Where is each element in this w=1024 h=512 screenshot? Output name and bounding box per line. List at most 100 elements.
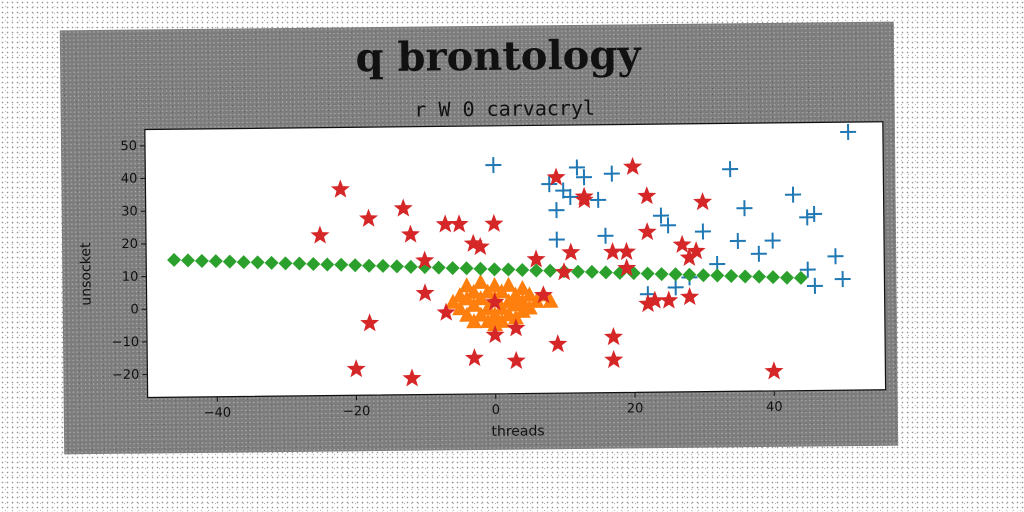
plus-point [667, 279, 684, 296]
star-point [464, 348, 484, 367]
triangle-point [507, 296, 524, 312]
star-point [415, 283, 435, 302]
diamond-point [389, 259, 404, 274]
star-point [680, 287, 700, 306]
star-point [506, 318, 526, 337]
triangle-point [459, 306, 476, 322]
diamond-point [403, 259, 418, 274]
diamond-point [445, 261, 460, 276]
triangle-point [458, 290, 475, 306]
star-point [393, 198, 413, 217]
diamond-point [696, 268, 711, 283]
y-tick-label: −10 [112, 335, 140, 350]
y-tick-label: 40 [121, 172, 138, 187]
plus-point [660, 217, 677, 234]
triangle-point [487, 316, 504, 332]
plus-point [568, 159, 585, 176]
diamond-point [376, 258, 391, 273]
diamond-point [194, 253, 209, 268]
triangle-point [493, 283, 510, 299]
star-point [533, 285, 553, 304]
triangle-point [466, 313, 483, 329]
plus-point [541, 176, 558, 193]
star-point [617, 241, 637, 261]
diamond-point [515, 263, 530, 278]
triangle-point [479, 299, 496, 316]
plus-point [548, 231, 565, 248]
star-point [764, 361, 784, 380]
figure-panel: q brontology r W 0 carvacryl −40 −20 0 20 40… [59, 21, 899, 455]
plus-point [652, 207, 669, 224]
star-point [360, 313, 380, 332]
plus-point [722, 161, 739, 178]
triangle-point [472, 273, 489, 289]
diamond-point [766, 270, 781, 285]
star-point [574, 190, 594, 209]
star-point [449, 214, 469, 233]
plus-point [799, 261, 816, 278]
star-point [637, 186, 657, 205]
star-point [415, 250, 435, 269]
star-point [603, 327, 623, 346]
diamond-point [598, 265, 613, 280]
diamond-point [362, 258, 377, 273]
plus-point [806, 277, 823, 294]
chart-title: q brontology [355, 31, 642, 81]
star-point [604, 349, 624, 369]
triangle-point [507, 286, 524, 302]
diamond-point [320, 257, 335, 272]
triangle-point [445, 293, 462, 309]
diamond-point [654, 267, 669, 282]
diamond-point [529, 263, 544, 278]
diamond-point [306, 257, 321, 272]
diamond-point [752, 269, 767, 284]
plus-point [548, 202, 565, 219]
triangle-point [528, 292, 545, 308]
plus-point [827, 248, 844, 265]
diamond-point [334, 257, 349, 272]
triangle-point [542, 292, 559, 308]
diamond-point [264, 255, 279, 270]
triangle-point [486, 276, 503, 293]
triangle-point [465, 283, 482, 299]
plus-point [590, 191, 607, 208]
triangle-point [479, 283, 496, 299]
star-point [400, 224, 421, 243]
triangle-point [472, 290, 489, 306]
plus-point [785, 186, 802, 203]
star-point [402, 368, 422, 387]
star-point [554, 262, 574, 281]
diamond-point [543, 263, 558, 278]
star-point [603, 242, 623, 261]
star-point [435, 214, 455, 233]
diamond-point [292, 256, 307, 271]
star-point [672, 234, 692, 253]
star-point [693, 192, 713, 211]
diamond-point [459, 261, 474, 276]
x-tick-label: 0 [492, 403, 500, 418]
diamond-point [236, 255, 251, 270]
star-point [548, 334, 568, 353]
diamond-point [250, 255, 265, 270]
triangle-point [473, 306, 490, 322]
diamond-point [640, 266, 655, 281]
axis-ticks: −40 −20 0 20 40 −20 −10 0 10 20 30 40 50 [112, 139, 783, 421]
diamond-point [584, 264, 599, 279]
star-point [484, 213, 504, 233]
star-point [485, 325, 505, 344]
triangle-point [514, 302, 531, 318]
plus-point [555, 182, 572, 199]
star-point [638, 293, 658, 313]
diamond-point [738, 269, 753, 284]
diamond-point [710, 268, 725, 283]
star-point [637, 222, 657, 241]
x-tick-label: −40 [204, 406, 232, 421]
plus-point [750, 245, 767, 262]
plus-point [603, 165, 620, 182]
plus-point [806, 205, 823, 223]
diamond-point [682, 267, 697, 282]
triangle-point [493, 299, 510, 315]
star-point [623, 156, 643, 176]
diamond-point [668, 267, 683, 282]
diamond-point [793, 270, 808, 285]
